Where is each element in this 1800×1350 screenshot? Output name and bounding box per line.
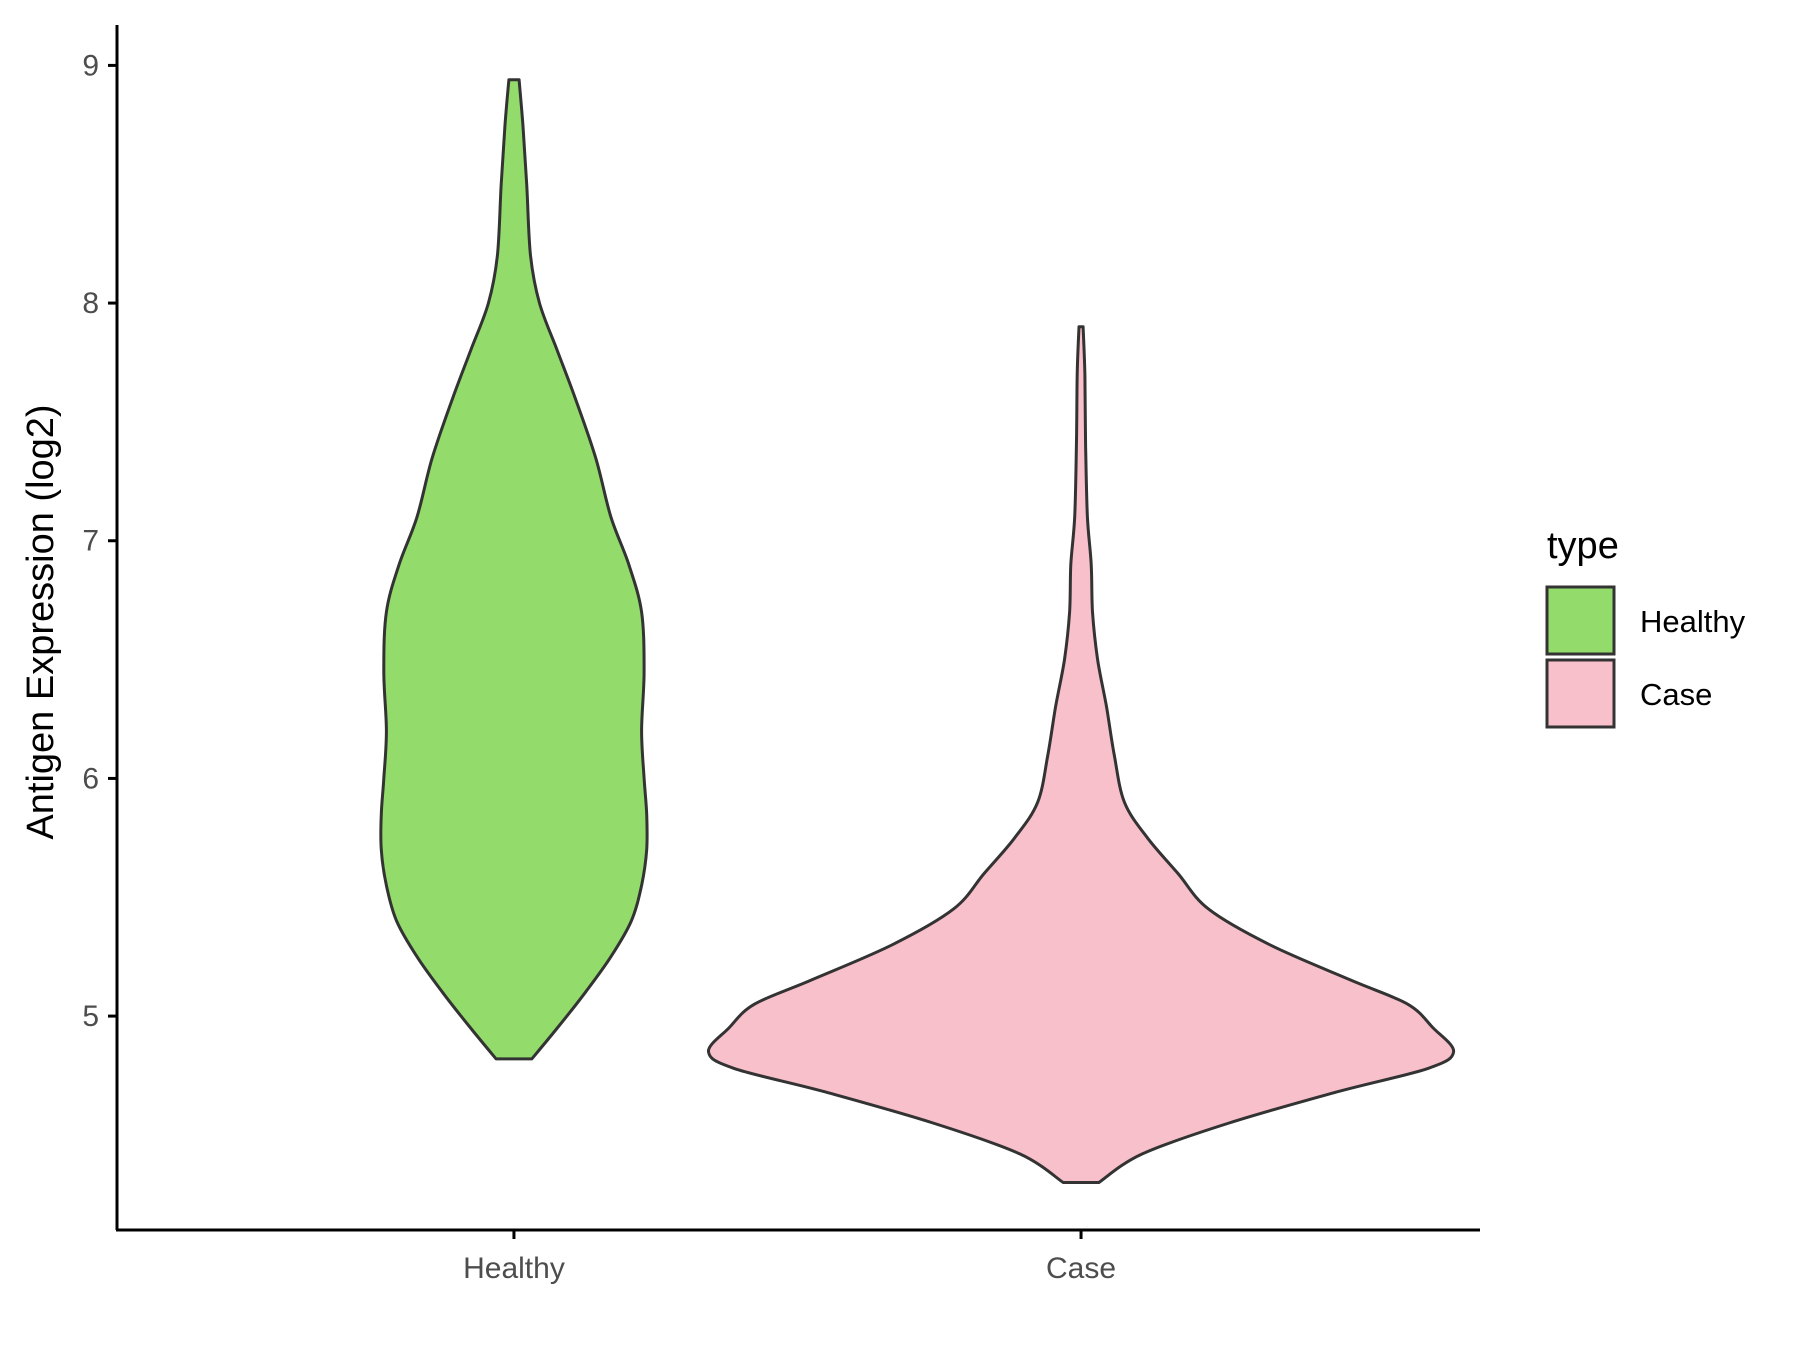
y-axis-title: Antigen Expression (log2) [20,404,62,839]
y-tick-label: 7 [82,525,99,558]
axes-layer [115,25,1480,1232]
legend-swatch-healthy [1545,585,1616,656]
violin-healthy [379,78,649,1061]
legend-title: type [1547,525,1619,567]
y-ticks: 5 6 7 8 9 [82,49,117,1033]
violin-case [707,325,1456,1184]
x-tick-label-healthy: Healthy [463,1252,565,1285]
y-tick-label: 6 [82,762,99,795]
legend-swatch-case [1545,658,1616,729]
legend: type Healthy Case [1545,525,1746,729]
legend-items: Healthy Case [1545,585,1746,729]
y-tick-label: 5 [82,1000,99,1033]
violin-layer [379,78,1456,1184]
legend-label-case: Case [1640,677,1712,712]
y-tick-label: 9 [82,49,99,82]
x-tick-label-case: Case [1046,1252,1116,1285]
y-tick-label: 8 [82,287,99,320]
x-ticks: Healthy Case [463,1230,1116,1285]
legend-label-healthy: Healthy [1640,604,1746,639]
